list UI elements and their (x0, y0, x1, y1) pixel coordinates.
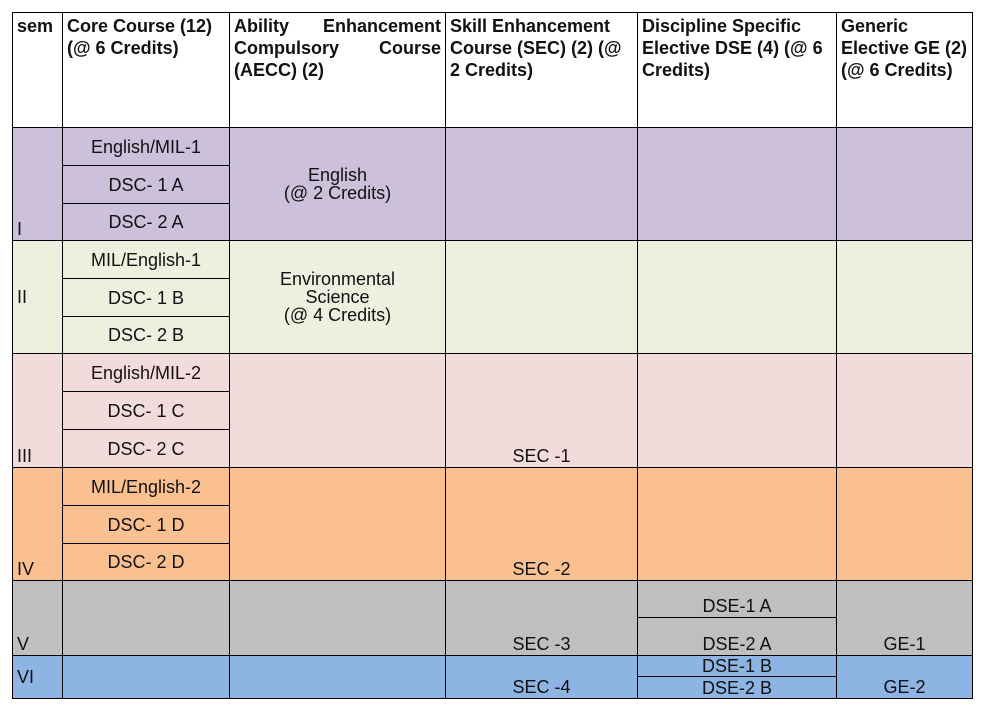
core-course: DSC- 2 D (62, 543, 230, 581)
sem-label: I (12, 127, 63, 241)
row-sem-3: III English/MIL-2 SEC -1 (12, 353, 973, 468)
aecc-course: English (@ 2 Credits) (229, 127, 446, 241)
aecc-line: (@ 4 Credits) (283, 305, 392, 325)
header-aecc: Ability Enhancement Compulsory Course (A… (229, 12, 446, 128)
core-course: DSC- 1 D (62, 505, 230, 544)
header-dse: Discipline Specific Elective DSE (4) (@ … (637, 12, 837, 128)
dse-course (637, 240, 837, 354)
row-sem-5: V SEC -3 DSE-1 A GE-1 (12, 580, 973, 656)
aecc-line: Environmental (279, 269, 396, 289)
sec-course: SEC -1 (445, 353, 638, 468)
aecc-line: Science (305, 287, 370, 307)
dse-course (637, 127, 837, 241)
ge-course (836, 353, 973, 468)
core-course: DSC- 1 A (62, 165, 230, 204)
dse-course: DSE-2 A (637, 617, 837, 656)
aecc-course (229, 467, 446, 581)
ge-course: GE-2 (836, 655, 973, 699)
core-course: DSC- 2 C (62, 429, 230, 468)
sec-course (445, 127, 638, 241)
core-course: MIL/English-2 (62, 467, 230, 506)
dse-course (637, 353, 837, 468)
sec-course (445, 240, 638, 354)
core-course: DSC- 1 C (62, 391, 230, 430)
ge-course: GE-1 (836, 580, 973, 656)
dse-course: DSE-2 B (637, 676, 837, 699)
credit-structure-table: sem Core Course (12) (@ 6 Credits) Abili… (12, 12, 973, 699)
core-course (62, 655, 230, 699)
aecc-line: (@ 2 Credits) (283, 183, 392, 203)
header-sec: Skill Enhancement Course (SEC) (2) (@ 2 … (445, 12, 638, 128)
core-course: English/MIL-2 (62, 353, 230, 392)
ge-course (836, 127, 973, 241)
core-course (62, 580, 230, 656)
dse-course: DSE-1 B (637, 655, 837, 677)
row-sem-2: II MIL/English-1 Environmental Science (@ … (12, 240, 973, 354)
dse-course: DSE-1 A (637, 580, 837, 618)
header-ge: Generic Elective GE (2) (@ 6 Credits) (836, 12, 973, 128)
sem-label: V (12, 580, 63, 656)
sec-course: SEC -2 (445, 467, 638, 581)
aecc-course (229, 580, 446, 656)
sec-course: SEC -3 (445, 580, 638, 656)
sem-label: IV (12, 467, 63, 581)
aecc-line: English (307, 165, 368, 185)
core-course: English/MIL-1 (62, 127, 230, 166)
core-course: DSC- 1 B (62, 278, 230, 317)
header-core: Core Course (12) (@ 6 Credits) (62, 12, 230, 128)
dse-course (637, 467, 837, 581)
header-row: sem Core Course (12) (@ 6 Credits) Abili… (12, 12, 973, 128)
aecc-course (229, 353, 446, 468)
sem-label: VI (12, 655, 63, 699)
ge-course (836, 467, 973, 581)
header-sem: sem (12, 12, 63, 128)
aecc-course (229, 655, 446, 699)
row-sem-1: I English/MIL-1 English (@ 2 Credits) (12, 127, 973, 241)
aecc-course: Environmental Science (@ 4 Credits) (229, 240, 446, 354)
sem-label: II (12, 240, 63, 354)
row-sem-4: IV MIL/English-2 SEC -2 (12, 467, 973, 581)
core-course: DSC- 2 B (62, 316, 230, 354)
sec-course: SEC -4 (445, 655, 638, 699)
ge-course (836, 240, 973, 354)
core-course: MIL/English-1 (62, 240, 230, 279)
row-sem-6: VI SEC -4 DSE-1 B GE-2 (12, 655, 973, 699)
sem-label: III (12, 353, 63, 468)
core-course: DSC- 2 A (62, 203, 230, 241)
